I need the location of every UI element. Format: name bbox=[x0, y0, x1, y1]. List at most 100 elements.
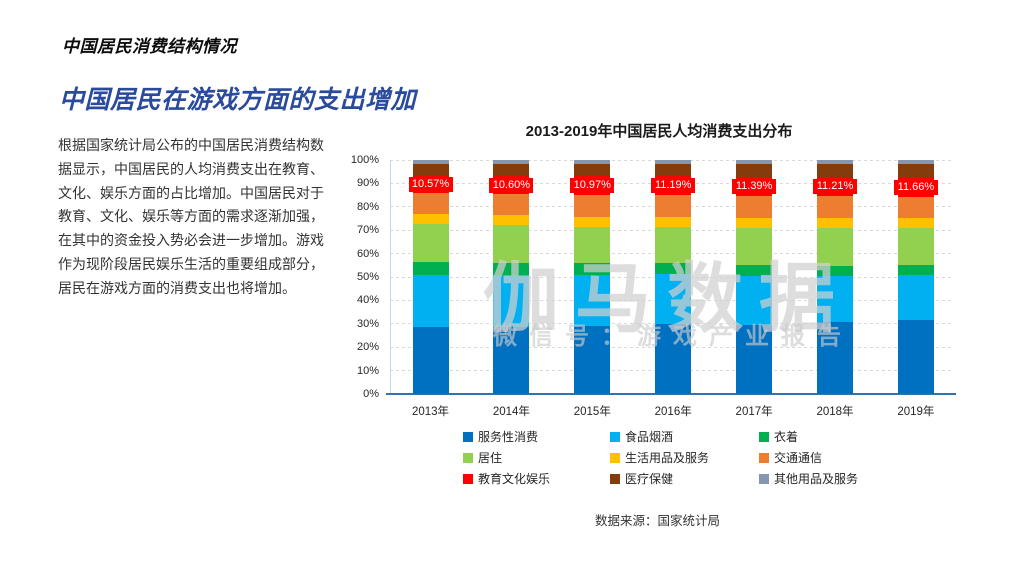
section-title: 中国居民消费结构情况 bbox=[62, 37, 237, 56]
legend-swatch-icon bbox=[759, 431, 769, 442]
bar-segment-居住 bbox=[897, 227, 934, 265]
legend-item-其他用品及服务: 其他用品及服务 bbox=[759, 468, 929, 489]
y-axis-tick-label: 10% bbox=[356, 364, 379, 377]
bar-segment-医疗保健 bbox=[817, 163, 853, 178]
bar-segment-交通通信 bbox=[897, 196, 934, 219]
bar-segment-衣着 bbox=[736, 265, 773, 277]
legend-label: 衣着 bbox=[774, 430, 799, 444]
x-axis-baseline bbox=[386, 393, 956, 395]
bar-segment-生活用品及服务 bbox=[736, 218, 773, 229]
data-label-教育文化娱乐: 11.21% bbox=[813, 179, 857, 195]
bar-segment-食品烟酒 bbox=[574, 275, 611, 327]
bar-segment-医疗保健 bbox=[493, 164, 530, 177]
bar-segment-其他用品及服务 bbox=[412, 160, 449, 165]
bar-segment-生活用品及服务 bbox=[655, 217, 692, 227]
legend-swatch-icon bbox=[463, 431, 473, 442]
bar-segment-食品烟酒 bbox=[817, 276, 853, 323]
bar-segment-衣着 bbox=[493, 262, 530, 276]
legend-item-食品烟酒: 食品烟酒 bbox=[610, 426, 759, 447]
bar-segment-衣着 bbox=[574, 263, 611, 276]
bar-segment-交通通信 bbox=[574, 194, 611, 217]
x-axis-tick-label: 2016年 bbox=[654, 406, 692, 418]
y-axis-tick-label: 0% bbox=[363, 388, 379, 400]
bar-segment-其他用品及服务 bbox=[655, 160, 692, 164]
y-axis-tick-label: 20% bbox=[356, 341, 379, 354]
legend-swatch-icon bbox=[610, 431, 620, 442]
legend-label: 医疗保健 bbox=[625, 472, 674, 486]
x-axis-tick-label: 2017年 bbox=[735, 406, 773, 418]
data-label-教育文化娱乐: 10.60% bbox=[489, 177, 534, 193]
legend-item-居住: 居住 bbox=[463, 447, 610, 468]
bar-segment-居住 bbox=[817, 227, 853, 266]
bar-segment-衣着 bbox=[897, 265, 934, 275]
y-axis-tick-label: 100% bbox=[350, 154, 379, 166]
gridline bbox=[390, 159, 951, 161]
x-axis-tick-label: 2019年 bbox=[897, 406, 935, 418]
bar-segment-居住 bbox=[493, 224, 530, 263]
bar-segment-交通通信 bbox=[412, 193, 449, 214]
legend-swatch-icon bbox=[463, 452, 473, 463]
bar-segment-其他用品及服务 bbox=[574, 160, 611, 165]
legend-item-服务性消费: 服务性消费 bbox=[463, 426, 610, 447]
data-label-教育文化娱乐: 11.39% bbox=[732, 178, 777, 194]
bar-segment-生活用品及服务 bbox=[493, 214, 530, 225]
chart-plot-area: 0% 10% 20% 30% 40% 50% 60% 70% 80% 90% 100% 10.57% 2… bbox=[351, 154, 956, 418]
data-label-教育文化娱乐: 11.19% bbox=[651, 178, 696, 194]
bar-segment-衣着 bbox=[817, 265, 853, 277]
legend-label: 交通通信 bbox=[774, 451, 823, 465]
x-axis-tick-label: 2018年 bbox=[816, 406, 854, 418]
x-axis-tick-label: 2015年 bbox=[573, 406, 611, 418]
bar-segment-食品烟酒 bbox=[736, 276, 773, 325]
bar-segment-衣着 bbox=[655, 262, 692, 275]
legend-swatch-icon bbox=[759, 452, 769, 463]
legend-label: 生活用品及服务 bbox=[625, 451, 710, 465]
bar-segment-生活用品及服务 bbox=[817, 217, 853, 228]
bar-segment-交通通信 bbox=[655, 194, 692, 218]
data-label-教育文化娱乐: 11.66% bbox=[893, 179, 938, 195]
bar-segment-食品烟酒 bbox=[412, 275, 449, 328]
bar-segment-其他用品及服务 bbox=[817, 160, 853, 164]
legend-item-生活用品及服务: 生活用品及服务 bbox=[610, 447, 759, 468]
data-label-教育文化娱乐: 10.97% bbox=[570, 178, 615, 194]
bar-segment-医疗保健 bbox=[897, 163, 934, 178]
bar-segment-其他用品及服务 bbox=[897, 160, 934, 164]
bar-segment-生活用品及服务 bbox=[897, 218, 934, 228]
chart-title: 2013-2019年中国居民人均消费支出分布 bbox=[525, 123, 793, 140]
data-label-教育文化娱乐: 10.57% bbox=[408, 177, 453, 193]
y-axis-tick-label: 40% bbox=[356, 294, 379, 307]
bar-segment-其他用品及服务 bbox=[736, 160, 773, 164]
bar-segment-居住 bbox=[655, 226, 692, 263]
bar-segment-生活用品及服务 bbox=[574, 216, 611, 227]
legend-label: 食品烟酒 bbox=[625, 430, 674, 444]
bar-segment-服务性消费 bbox=[897, 320, 934, 394]
legend-label: 教育文化娱乐 bbox=[478, 472, 551, 486]
y-axis-tick-label: 60% bbox=[356, 247, 379, 260]
bar-segment-交通通信 bbox=[493, 193, 530, 215]
legend-item-医疗保健: 医疗保健 bbox=[610, 468, 759, 489]
data-source-note: 数据来源：国家统计局 bbox=[595, 514, 721, 528]
legend-label: 居住 bbox=[478, 451, 503, 465]
bar-segment-居住 bbox=[736, 228, 773, 266]
bar-segment-服务性消费 bbox=[412, 327, 449, 394]
legend-swatch-icon bbox=[610, 473, 620, 484]
bar-segment-服务性消费 bbox=[817, 322, 853, 394]
bar-segment-居住 bbox=[574, 226, 611, 264]
bar-segment-居住 bbox=[412, 224, 449, 263]
y-axis-tick-label: 90% bbox=[356, 177, 379, 190]
legend-label: 服务性消费 bbox=[478, 430, 539, 444]
bar-segment-服务性消费 bbox=[655, 323, 692, 394]
bar-segment-交通通信 bbox=[817, 195, 853, 218]
legend-item-交通通信: 交通通信 bbox=[759, 447, 929, 468]
legend-item-衣着: 衣着 bbox=[759, 426, 929, 447]
legend-label: 其他用品及服务 bbox=[774, 472, 859, 486]
bar-segment-医疗保健 bbox=[412, 164, 449, 176]
bar-segment-服务性消费 bbox=[736, 324, 773, 394]
bar-segment-食品烟酒 bbox=[897, 274, 934, 321]
x-axis-tick-label: 2014年 bbox=[492, 406, 530, 418]
legend-item-教育文化娱乐: 教育文化娱乐 bbox=[463, 468, 610, 489]
bar-segment-服务性消费 bbox=[493, 327, 530, 394]
bar-segment-医疗保健 bbox=[574, 164, 611, 177]
bar-segment-交通通信 bbox=[736, 195, 773, 219]
page-title: 中国居民在游戏方面的支出增加 bbox=[59, 86, 417, 114]
